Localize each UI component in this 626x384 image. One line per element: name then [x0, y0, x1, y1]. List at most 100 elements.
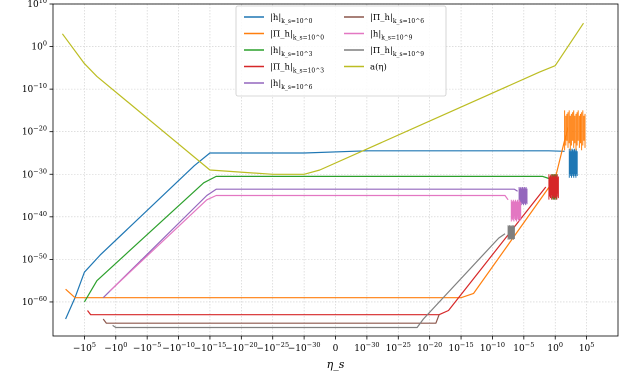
- y-tick-label-exponent: 10: [39, 0, 47, 5]
- y-tick-label: 10−10: [22, 82, 47, 95]
- legend-label-name: |Π_h|: [270, 63, 293, 73]
- y-tick-label-exponent: 0: [43, 40, 47, 48]
- legend-label: |h|k_s=10^9: [370, 30, 413, 42]
- legend-label-subscript: k_s=10^3: [293, 68, 324, 75]
- y-tick-label-base: 10: [22, 170, 34, 180]
- x-tick-label: 10−15: [448, 341, 473, 354]
- x-tick-label-base: 10: [480, 344, 492, 354]
- x-tick-label: 10−10: [480, 341, 505, 354]
- x-tick-label-exponent: 5: [92, 341, 96, 349]
- y-tick-label-exponent: −20: [33, 125, 47, 133]
- x-tick-label: −10−30: [288, 341, 321, 354]
- x-tick-label-base: 10: [448, 344, 460, 354]
- y-tick-label: 10−30: [22, 167, 47, 180]
- y-tick-label: 100: [31, 40, 47, 53]
- y-tick-label-exponent: −40: [33, 210, 47, 218]
- series-line-6: [109, 194, 509, 292]
- x-tick-label-exponent: 5: [590, 341, 594, 349]
- x-axis-label: η_s: [327, 358, 345, 371]
- x-tick-label-base: −10: [162, 344, 181, 354]
- series-line-1: [65, 127, 569, 299]
- y-tick-label: 10−20: [22, 125, 47, 138]
- x-tick-label-base: 10: [354, 344, 366, 354]
- y-tick-label-base: 10: [27, 0, 39, 10]
- x-tick-label-base: −10: [194, 344, 213, 354]
- x-tick-label-exponent: 0: [123, 341, 127, 349]
- x-tick-label-base: −10: [133, 344, 152, 354]
- x-tick-label: −10−20: [225, 341, 258, 354]
- x-tick-label-exponent: −15: [460, 341, 474, 349]
- x-tick-label: −10−15: [194, 341, 227, 354]
- series-line-4: [102, 188, 518, 299]
- x-tick-label-base: 0: [333, 344, 339, 354]
- y-tick-label-base: 10: [22, 255, 34, 265]
- series-oscillation-7: [507, 225, 515, 240]
- x-tick-label-base: 10: [417, 344, 429, 354]
- x-tick-label: 10−25: [386, 341, 411, 354]
- series-line-5: [102, 314, 440, 324]
- legend-label: |h|k_s=10^0: [270, 13, 313, 25]
- x-tick-label-exponent: −25: [397, 341, 411, 349]
- legend-label-name: |h|: [270, 46, 281, 56]
- x-tick-label-base: 10: [386, 344, 398, 354]
- x-tick-label: −10−10: [162, 341, 195, 354]
- x-tick-label-exponent: −15: [213, 341, 227, 349]
- legend-label: |Π_h|k_s=10^6: [370, 13, 424, 25]
- legend-label-subscript: k_s=10^0: [281, 18, 312, 25]
- series-line-7: [112, 233, 506, 329]
- x-tick-label: −105: [73, 341, 96, 354]
- x-tick-label-base: −10: [256, 344, 275, 354]
- legend-label: |Π_h|k_s=10^9: [370, 46, 424, 58]
- legend-label-name: a(η): [370, 62, 387, 73]
- series-line-3: [87, 186, 547, 316]
- legend-label: a(η): [370, 62, 387, 73]
- y-tick-label-exponent: −50: [33, 252, 47, 260]
- x-tick-label-exponent: −10: [491, 341, 505, 349]
- x-tick-label-exponent: −30: [307, 341, 321, 349]
- y-tick-label-exponent: −10: [33, 82, 47, 90]
- series-oscillation-3: [548, 174, 559, 200]
- y-tick-label-exponent: −60: [33, 295, 47, 303]
- y-tick-label-exponent: −30: [33, 167, 47, 175]
- legend-box: [235, 5, 447, 97]
- legend-label: |Π_h|k_s=10^3: [270, 63, 324, 75]
- x-tick-label: 100: [547, 341, 563, 354]
- series-oscillation-4: [518, 187, 528, 206]
- legend-label-subscript: k_s=10^0: [293, 35, 324, 42]
- y-tick-label: 10−40: [22, 210, 47, 223]
- x-tick-label: −10−25: [256, 341, 289, 354]
- y-tick-label: 10−60: [22, 295, 47, 308]
- legend-label-subscript: k_s=10^6: [393, 18, 424, 25]
- series-line-2: [83, 175, 550, 303]
- y-tick-label-base: 10: [22, 85, 34, 95]
- legend-label-name: |Π_h|: [370, 13, 393, 23]
- legend-label-subscript: k_s=10^3: [281, 51, 312, 58]
- x-tick-label: −100: [104, 341, 127, 354]
- x-tick-label-base: 10: [579, 344, 591, 354]
- y-tick-label: 1010: [27, 0, 47, 10]
- y-tick-label-base: 10: [22, 213, 34, 223]
- legend-label-name: |h|: [270, 79, 281, 89]
- x-tick-label-exponent: −30: [366, 341, 380, 349]
- series-line-0: [65, 150, 565, 320]
- x-tick-label: 105: [579, 341, 595, 354]
- y-tick-label-base: 10: [31, 43, 43, 53]
- x-tick-label: 0: [333, 344, 339, 354]
- x-tick-label-exponent: −25: [275, 341, 289, 349]
- legend: |h|k_s=10^0|Π_h|k_s=10^0|h|k_s=10^3|Π_h|…: [235, 5, 447, 97]
- legend-label: |h|k_s=10^6: [270, 79, 313, 91]
- x-tick-label: 10−5: [513, 341, 534, 354]
- y-tick-label-base: 10: [22, 298, 34, 308]
- legend-label: |h|k_s=10^3: [270, 46, 313, 58]
- x-tick-label-exponent: −10: [181, 341, 195, 349]
- legend-label-subscript: k_s=10^9: [393, 51, 424, 58]
- x-tick-label-exponent: −5: [152, 341, 162, 349]
- legend-label-name: |Π_h|: [270, 30, 293, 40]
- x-tick-label: 10−20: [417, 341, 442, 354]
- x-axis: −105 −100 −10−5 −10−10−10−15−10−20−10−25−10…: [73, 336, 595, 354]
- x-tick-label: 10−30: [354, 341, 379, 354]
- legend-label-name: |h|: [370, 30, 381, 40]
- x-tick-label-base: 10: [547, 344, 559, 354]
